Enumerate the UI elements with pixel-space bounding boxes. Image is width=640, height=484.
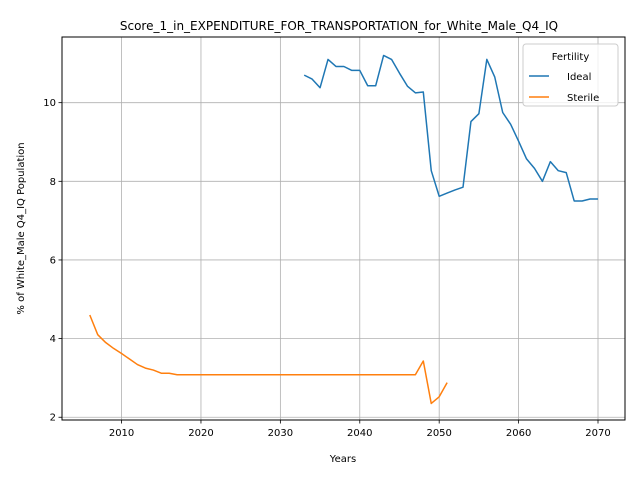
x-axis: 2010 2020 2030 2040 2050 2060 2070 [109,420,611,439]
legend-title: Fertility [552,52,590,63]
x-tick-label: 2070 [585,428,610,439]
x-tick-label: 2050 [426,428,451,439]
x-tick-label: 2040 [347,428,372,439]
x-axis-label: Years [329,454,356,465]
legend: Fertility Ideal Sterile [522,43,619,107]
x-tick-label: 2060 [506,428,531,439]
series-layer [89,54,598,405]
y-axis-label: % of White_Male Q4_IQ Population [16,142,27,314]
y-tick-label: 6 [50,255,56,266]
y-tick-label: 8 [50,177,56,188]
y-tick-label: 4 [50,334,56,345]
x-tick-label: 2030 [268,428,293,439]
y-tick-label: 10 [43,98,56,109]
legend-label-sterile: Sterile [567,93,599,104]
chart-title: Score_1_in_EXPENDITURE_FOR_TRANSPORTATIO… [120,19,558,33]
series-line-sterile [89,314,448,405]
grid [62,37,625,420]
series-line-ideal [303,54,598,202]
legend-label-ideal: Ideal [567,72,591,83]
legend-box [522,43,619,107]
x-tick-label: 2010 [109,428,134,439]
plot-frame [61,36,626,421]
y-tick-label: 2 [50,413,56,424]
x-tick-label: 2020 [188,428,213,439]
y-axis: 2 4 6 8 10 [43,98,62,424]
